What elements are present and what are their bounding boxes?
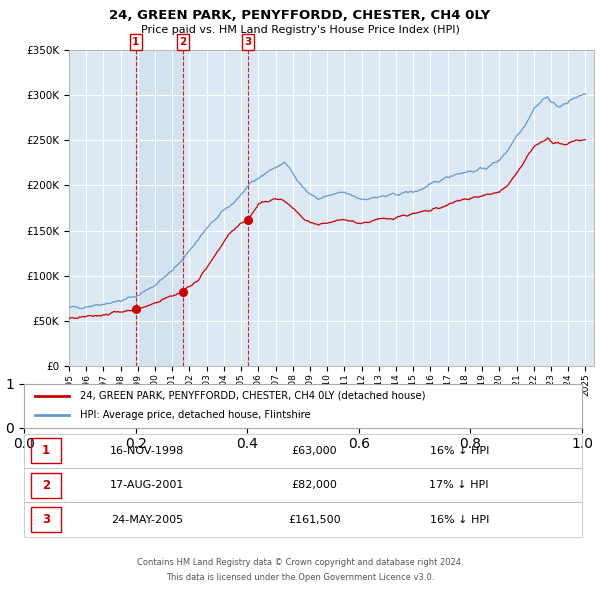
Text: 16-NOV-1998: 16-NOV-1998	[110, 446, 184, 456]
Bar	[24, 434, 582, 468]
Text: Contains HM Land Registry data © Crown copyright and database right 2024.: Contains HM Land Registry data © Crown c…	[137, 558, 463, 566]
Bar	[24, 468, 582, 503]
Bar	[31, 438, 61, 463]
Text: Price paid vs. HM Land Registry's House Price Index (HPI): Price paid vs. HM Land Registry's House …	[140, 25, 460, 35]
Text: 16% ↓ HPI: 16% ↓ HPI	[430, 446, 489, 456]
Text: 24, GREEN PARK, PENYFFORDD, CHESTER, CH4 0LY: 24, GREEN PARK, PENYFFORDD, CHESTER, CH4…	[109, 9, 491, 22]
Text: £63,000: £63,000	[292, 446, 337, 456]
Text: 2: 2	[42, 478, 50, 492]
Text: 2: 2	[179, 37, 187, 47]
Bar	[31, 473, 61, 498]
Text: 16% ↓ HPI: 16% ↓ HPI	[430, 514, 489, 525]
Bar	[24, 503, 582, 537]
Text: 3: 3	[42, 513, 50, 526]
Text: 3: 3	[244, 37, 251, 47]
Bar	[31, 507, 61, 532]
Bar	[136, 50, 183, 366]
Text: 24-MAY-2005: 24-MAY-2005	[110, 514, 183, 525]
Text: £161,500: £161,500	[288, 514, 340, 525]
Text: 1: 1	[42, 444, 50, 457]
Text: This data is licensed under the Open Government Licence v3.0.: This data is licensed under the Open Gov…	[166, 573, 434, 582]
Text: £82,000: £82,000	[291, 480, 337, 490]
Text: 24, GREEN PARK, PENYFFORDD, CHESTER, CH4 0LY (detached house): 24, GREEN PARK, PENYFFORDD, CHESTER, CH4…	[80, 391, 425, 401]
Text: 1: 1	[132, 37, 139, 47]
Text: 17% ↓ HPI: 17% ↓ HPI	[430, 480, 489, 490]
Text: HPI: Average price, detached house, Flintshire: HPI: Average price, detached house, Flin…	[80, 411, 310, 420]
Text: 17-AUG-2001: 17-AUG-2001	[110, 480, 184, 490]
